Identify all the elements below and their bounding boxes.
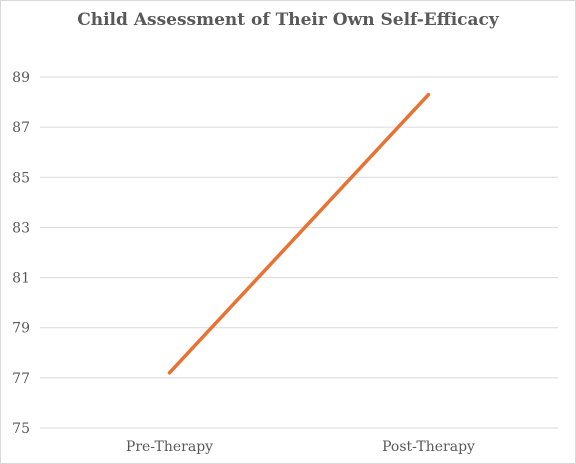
- gridlines: [40, 76, 558, 429]
- y-tick-label: 75: [12, 421, 30, 437]
- y-tick-label: 81: [12, 271, 30, 287]
- x-tick-label: Post-Therapy: [382, 439, 475, 455]
- y-tick-label: 85: [12, 170, 30, 186]
- x-axis-ticks: Pre-Therapy Post-Therapy: [126, 439, 475, 455]
- series-line: [167, 92, 431, 375]
- y-axis-ticks: 75 77 79 81 83 85 87 89: [12, 70, 30, 437]
- y-tick-label: 83: [12, 220, 30, 236]
- y-tick-label: 89: [12, 70, 30, 86]
- chart-title: Child Assessment of Their Own Self-Effic…: [77, 10, 499, 30]
- y-tick-label: 77: [12, 371, 30, 387]
- series-layer: [167, 92, 431, 375]
- y-tick-label: 87: [12, 120, 30, 136]
- y-tick-label: 79: [12, 321, 30, 337]
- x-tick-label: Pre-Therapy: [126, 439, 213, 455]
